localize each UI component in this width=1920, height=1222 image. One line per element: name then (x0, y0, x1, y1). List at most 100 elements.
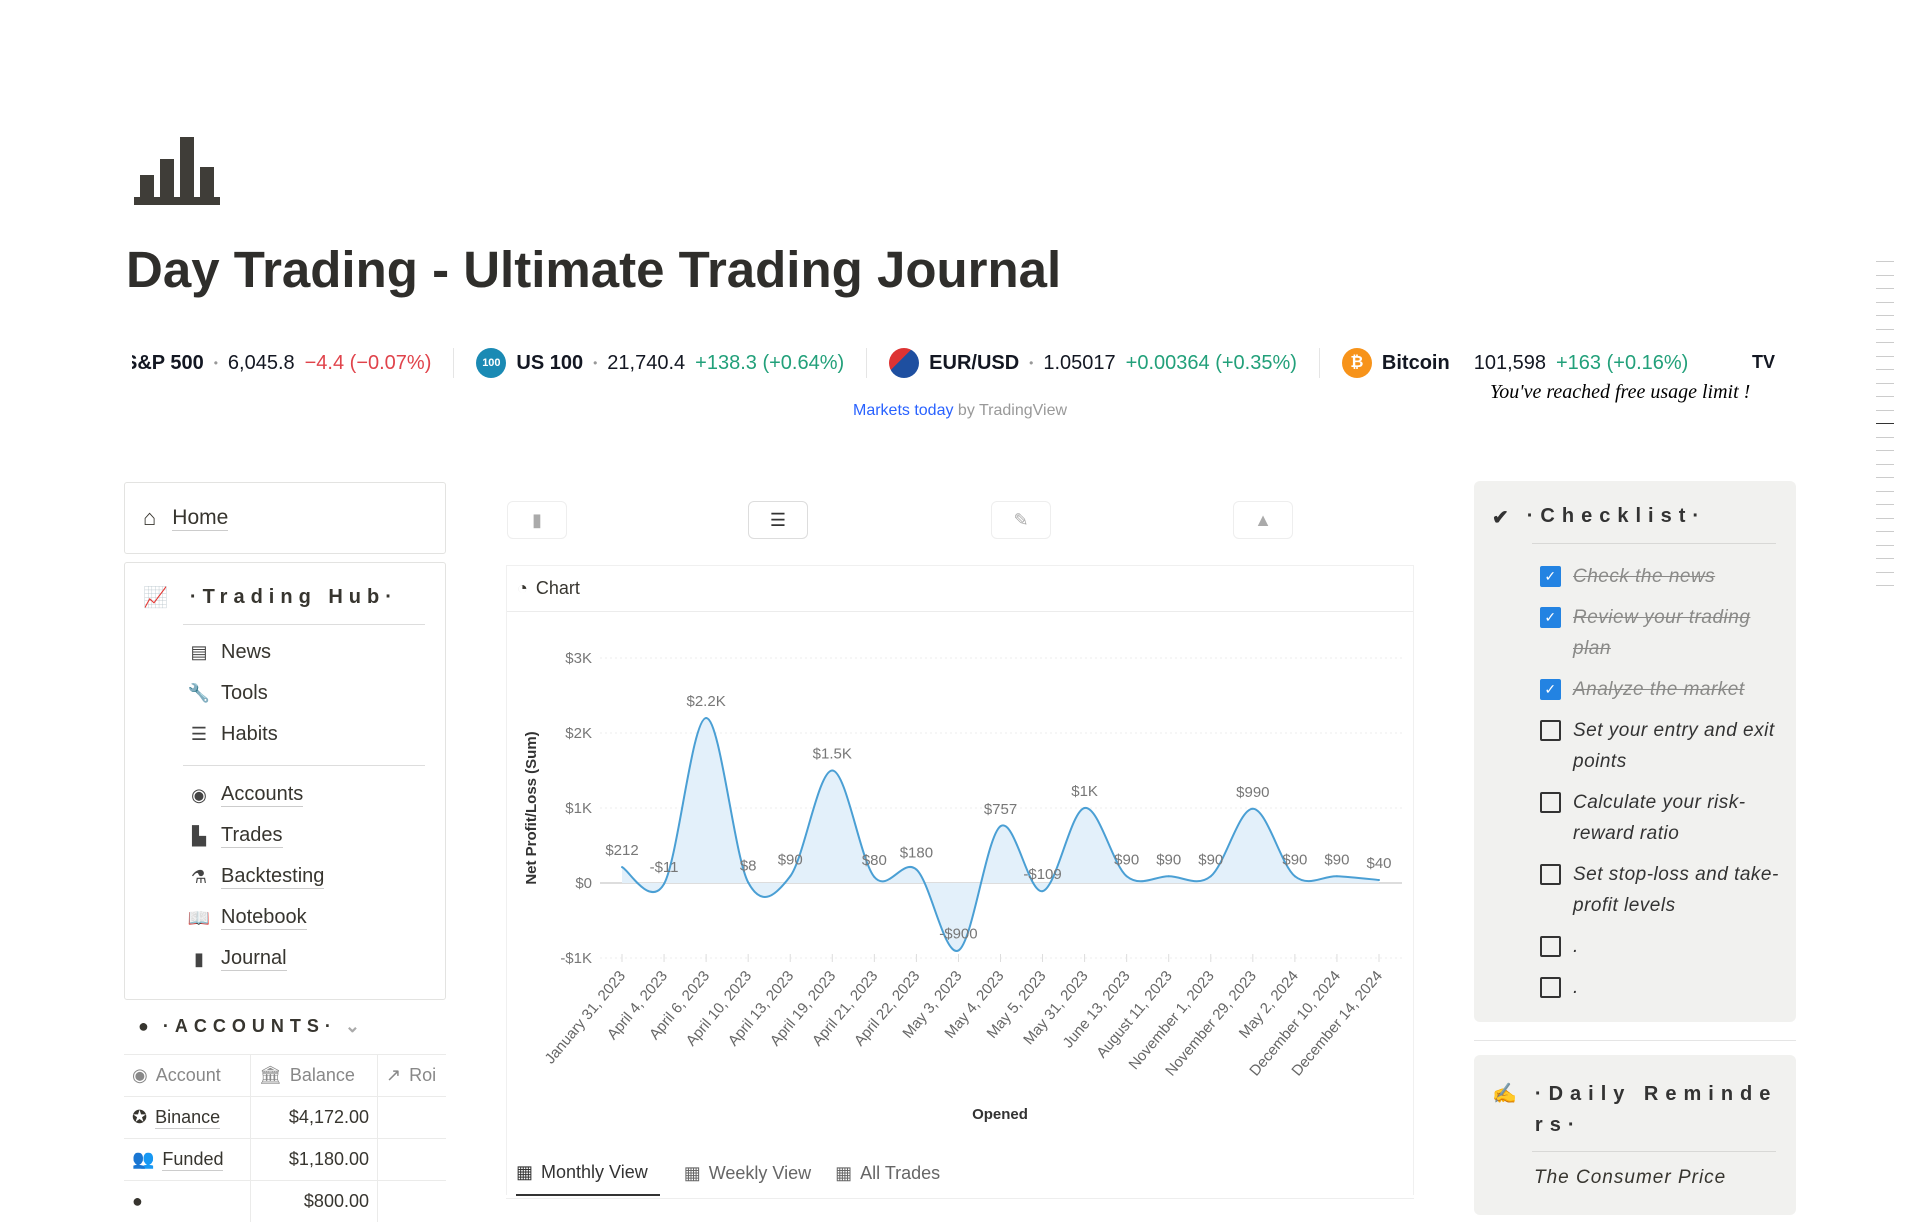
user-icon: ● (132, 1191, 143, 1211)
accounts-heading[interactable]: ● ·ACCOUNTS· ⌄ (138, 1016, 360, 1037)
toc-line[interactable] (1876, 355, 1894, 357)
toc-line[interactable] (1876, 531, 1894, 532)
toc-line[interactable] (1876, 288, 1894, 289)
ticker-item-eurusd[interactable]: EUR/USD • 1.05017 +0.00364 (+0.35%) (889, 348, 1320, 378)
star-icon: ✪ (132, 1107, 148, 1127)
data-point (621, 866, 623, 869)
table-row[interactable]: ● $800.00 (124, 1180, 446, 1222)
col-account[interactable]: ◉ Account (124, 1055, 251, 1096)
checklist-item[interactable]: ✓ Review your trading plan (1540, 602, 1790, 664)
toc-line[interactable] (1876, 328, 1894, 330)
checklist-item[interactable]: Set your entry and exit points (1540, 715, 1790, 777)
account-name[interactable]: Binance (155, 1106, 221, 1129)
toc-line[interactable] (1876, 409, 1894, 411)
toc-line[interactable] (1876, 463, 1894, 465)
checkbox[interactable]: ✓ (1540, 566, 1561, 587)
toc-line[interactable] (1876, 585, 1894, 586)
toc-line[interactable] (1876, 342, 1894, 343)
checkbox[interactable]: ✓ (1540, 607, 1561, 628)
ticker-tape[interactable]: S&P 500 • 6,045.8 −4.4 (−0.07%) 100 US 100 • 2… (132, 348, 1732, 378)
nav-label: Accounts (221, 783, 304, 807)
checklist-item[interactable]: Calculate your risk-reward ratio (1540, 787, 1790, 849)
hub-chart-icon: 📈 (143, 587, 174, 609)
nav-backtesting[interactable]: ⚗ Backtesting (187, 865, 325, 889)
nav-news[interactable]: ▤ News (187, 641, 271, 664)
wrench-icon: 🔧 (187, 683, 211, 703)
nav-habits[interactable]: ☰ Habits (187, 723, 278, 746)
data-label: -$11 (650, 859, 679, 876)
bar-chart-icon (134, 137, 220, 205)
area-chart-button[interactable]: ▲ (1233, 501, 1293, 539)
checkbox[interactable] (1540, 864, 1561, 885)
checklist-button[interactable]: ☰ (748, 501, 808, 539)
trading-hub: 📈 ·Trading Hub· ▤ News 🔧 Tools ☰ Habits ◉ Acc… (124, 562, 446, 1000)
data-label: $1.5K (813, 746, 852, 763)
toc-line[interactable] (1876, 382, 1894, 384)
toc-line[interactable] (1876, 396, 1894, 397)
book-button[interactable]: ▮ (507, 501, 567, 539)
toc-line[interactable] (1876, 490, 1894, 492)
toc-line[interactable] (1876, 315, 1894, 316)
checkbox[interactable]: ✓ (1540, 679, 1561, 700)
y-tick-label: $3K (565, 650, 592, 667)
toc-line[interactable] (1876, 477, 1894, 478)
toc-line[interactable] (1876, 261, 1894, 262)
user-circle-icon: ● (138, 1016, 155, 1036)
tradingview-logo[interactable]: TV (1752, 352, 1776, 372)
toc-line[interactable] (1876, 450, 1894, 451)
tab-monthly-view[interactable]: ▦ Monthly View (516, 1150, 660, 1196)
data-label: $90 (1156, 851, 1181, 868)
markets-today-link[interactable]: Markets today (852, 402, 954, 419)
checkbox[interactable] (1540, 720, 1561, 741)
ticker-change: +0.00364 (+0.35%) (1125, 351, 1297, 374)
toc-line[interactable] (1876, 423, 1894, 424)
y-tick-label: -$1K (560, 950, 592, 967)
ticker-item-spx[interactable]: S&P 500 • 6,045.8 −4.4 (−0.07%) (132, 348, 455, 378)
nav-label: Journal (221, 947, 287, 971)
reminders-title: ·Daily Reminders· (1534, 1083, 1778, 1136)
ticker-price: 6,045.8 (227, 351, 295, 374)
nav-accounts[interactable]: ◉ Accounts (187, 783, 304, 807)
chart-view-tab[interactable]: ◔ Chart (507, 566, 1413, 612)
nav-label: Tools (221, 682, 268, 704)
account-name[interactable]: Funded (162, 1148, 224, 1171)
checklist-item[interactable]: ✓ Check the news (1540, 561, 1790, 592)
nav-tools[interactable]: 🔧 Tools (187, 682, 268, 705)
toc-line[interactable] (1876, 369, 1894, 370)
edit-button[interactable]: ✎ (991, 501, 1051, 539)
toc-line[interactable] (1876, 436, 1894, 438)
nav-journal[interactable]: ▮ Journal (187, 947, 287, 971)
home-link[interactable]: ⌂ Home (124, 482, 446, 554)
checkbox[interactable] (1540, 936, 1561, 957)
table-row[interactable]: ✪ Binance $4,172.00 (124, 1096, 446, 1138)
checklist-item[interactable]: ✓ Analyze the market (1540, 674, 1790, 705)
col-balance[interactable]: 🏛 Balance (251, 1055, 378, 1096)
separator-dot: • (213, 356, 218, 370)
toc-line[interactable] (1876, 301, 1894, 303)
table-row[interactable]: 👥 Funded $1,180.00 (124, 1138, 446, 1180)
nav-notebook[interactable]: 📖 Notebook (187, 906, 307, 930)
ticker-price: 101,598 (1473, 351, 1546, 374)
checkbox[interactable] (1540, 792, 1561, 813)
data-point (1293, 875, 1296, 878)
toc-line[interactable] (1876, 544, 1894, 546)
col-roi[interactable]: ↗ Roi (378, 1055, 446, 1096)
data-label: $90 (1324, 851, 1349, 868)
nav-trades[interactable]: ▙ Trades (187, 824, 283, 848)
toc-line[interactable] (1876, 558, 1894, 559)
ticker-item-bitcoin[interactable]: ₿ Bitcoin 101,598 +163 (+0.16%) (1341, 348, 1710, 378)
tab-all-trades[interactable]: ▦ All Trades (835, 1150, 940, 1196)
toc-line[interactable] (1876, 274, 1894, 276)
data-label: $757 (984, 801, 1017, 818)
ticker-item-us100[interactable]: 100 US 100 • 21,740.4 +138.3 (+0.64%) (476, 348, 868, 378)
checklist-item[interactable]: . (1540, 931, 1790, 962)
checkbox[interactable] (1540, 977, 1561, 998)
checklist-item[interactable]: Set stop-loss and take-profit levels (1540, 859, 1790, 921)
checklist-text: Calculate your risk-reward ratio (1573, 792, 1746, 844)
tab-weekly-view[interactable]: ▦ Weekly View (684, 1150, 811, 1196)
toc-line[interactable] (1876, 517, 1894, 519)
table-of-contents[interactable] (1876, 261, 1894, 599)
checklist-item[interactable]: . (1540, 972, 1790, 1003)
toc-line[interactable] (1876, 571, 1894, 573)
toc-line[interactable] (1876, 504, 1894, 505)
